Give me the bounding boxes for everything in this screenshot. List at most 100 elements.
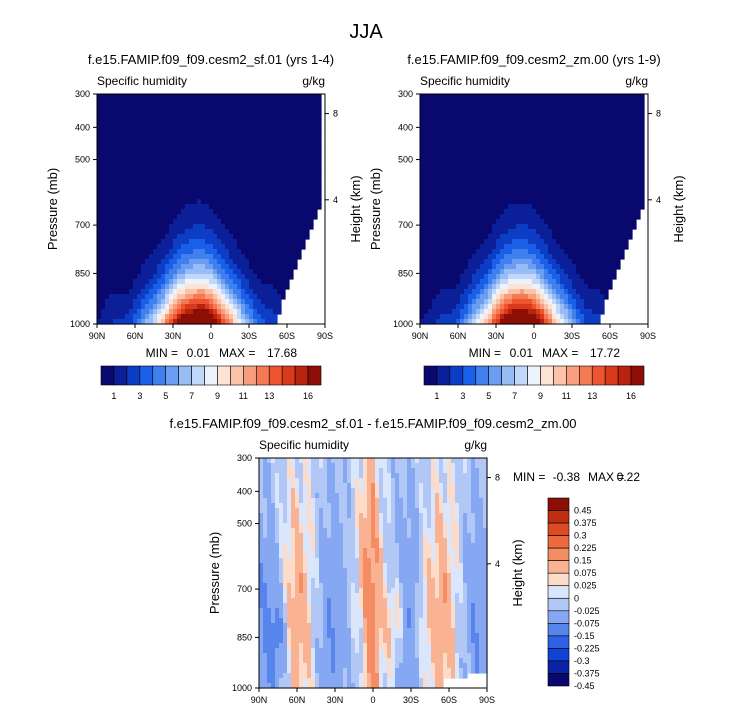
field-cell [500,119,505,125]
field-cell [305,114,310,120]
field-cell [209,224,214,230]
field-cell [608,194,613,200]
field-cell [592,289,597,295]
field-cell [420,299,425,305]
field-cell [269,284,274,290]
field-cell [265,214,270,220]
field-cell [309,149,314,155]
field-cell [512,169,517,175]
field-cell [612,154,617,160]
field-cell [261,139,266,145]
field-cell [496,254,501,260]
field-cell [293,109,298,115]
field-cell [109,169,114,175]
field-cell [161,264,166,270]
field-cell [432,214,437,220]
field-cell [153,269,158,275]
field-cell [592,169,597,175]
field-cell [233,134,238,140]
field-cell [564,289,569,295]
field-cell [500,179,505,185]
field-cell [197,229,202,235]
field-cell [213,204,218,210]
field-cell [464,254,469,260]
field-cell [293,164,298,170]
field-cell [436,299,441,305]
field-cell [568,139,573,145]
field-cell [464,104,469,110]
field-cell [472,294,477,300]
field-cell [209,184,214,190]
field-cell [600,169,605,175]
field-cell [245,319,250,325]
field-cell [560,104,565,110]
field-cell [500,159,505,165]
field-cell [285,269,290,275]
field-cell [285,144,290,150]
field-cell [257,319,262,325]
field-cell [233,269,238,275]
field-cell [245,99,250,105]
field-cell [201,184,206,190]
field-cell [309,189,314,195]
field-cell [125,129,130,135]
field-cell [592,94,597,100]
field-cell [105,244,110,250]
field-cell [125,119,130,125]
field-cell [261,154,266,160]
field-cell [484,284,489,290]
field-cell [440,194,445,200]
field-cell [584,194,589,200]
field-cell [592,119,597,125]
field-cell [536,174,541,180]
field-cell [169,269,174,275]
field-cell [496,169,501,175]
field-cell [536,124,541,130]
field-cell [205,169,210,175]
field-cell [137,139,142,145]
field-cell [101,159,106,165]
field-cell [205,154,210,160]
field-cell [580,209,585,215]
field-cell [157,194,162,200]
field-cell [500,249,505,255]
field-cell [217,314,222,320]
field-cell [624,184,629,190]
field-cell [492,269,497,275]
field-cell [189,219,194,225]
field-cell [564,114,569,120]
field-cell [532,284,537,290]
field-cell [185,149,190,155]
field-cell [173,244,178,250]
field-cell [265,109,270,115]
field-cell [588,129,593,135]
field-cell [105,269,110,275]
field-cell [532,234,537,240]
field-cell [105,249,110,255]
field-cell [253,114,258,120]
field-cell [173,114,178,120]
field-cell [576,209,581,215]
colorbar-swatch [449,365,464,386]
field-cell [153,154,158,160]
field-cell [504,134,509,140]
field-cell [460,284,465,290]
field-cell [512,239,517,245]
field-cell [528,134,533,140]
field-cell [488,154,493,160]
field-cell [612,124,617,130]
field-cell [229,144,234,150]
field-cell [101,289,106,295]
field-cell [540,124,545,130]
field-cell [233,219,238,225]
field-cell [452,244,457,250]
field-cell [536,314,541,320]
field-cell [101,199,106,205]
field-cell [225,99,230,105]
field-cell [269,149,274,155]
field-cell [225,194,230,200]
field-cell [440,204,445,210]
field-cell [592,214,597,220]
field-cell [153,294,158,300]
field-cell [313,179,318,185]
